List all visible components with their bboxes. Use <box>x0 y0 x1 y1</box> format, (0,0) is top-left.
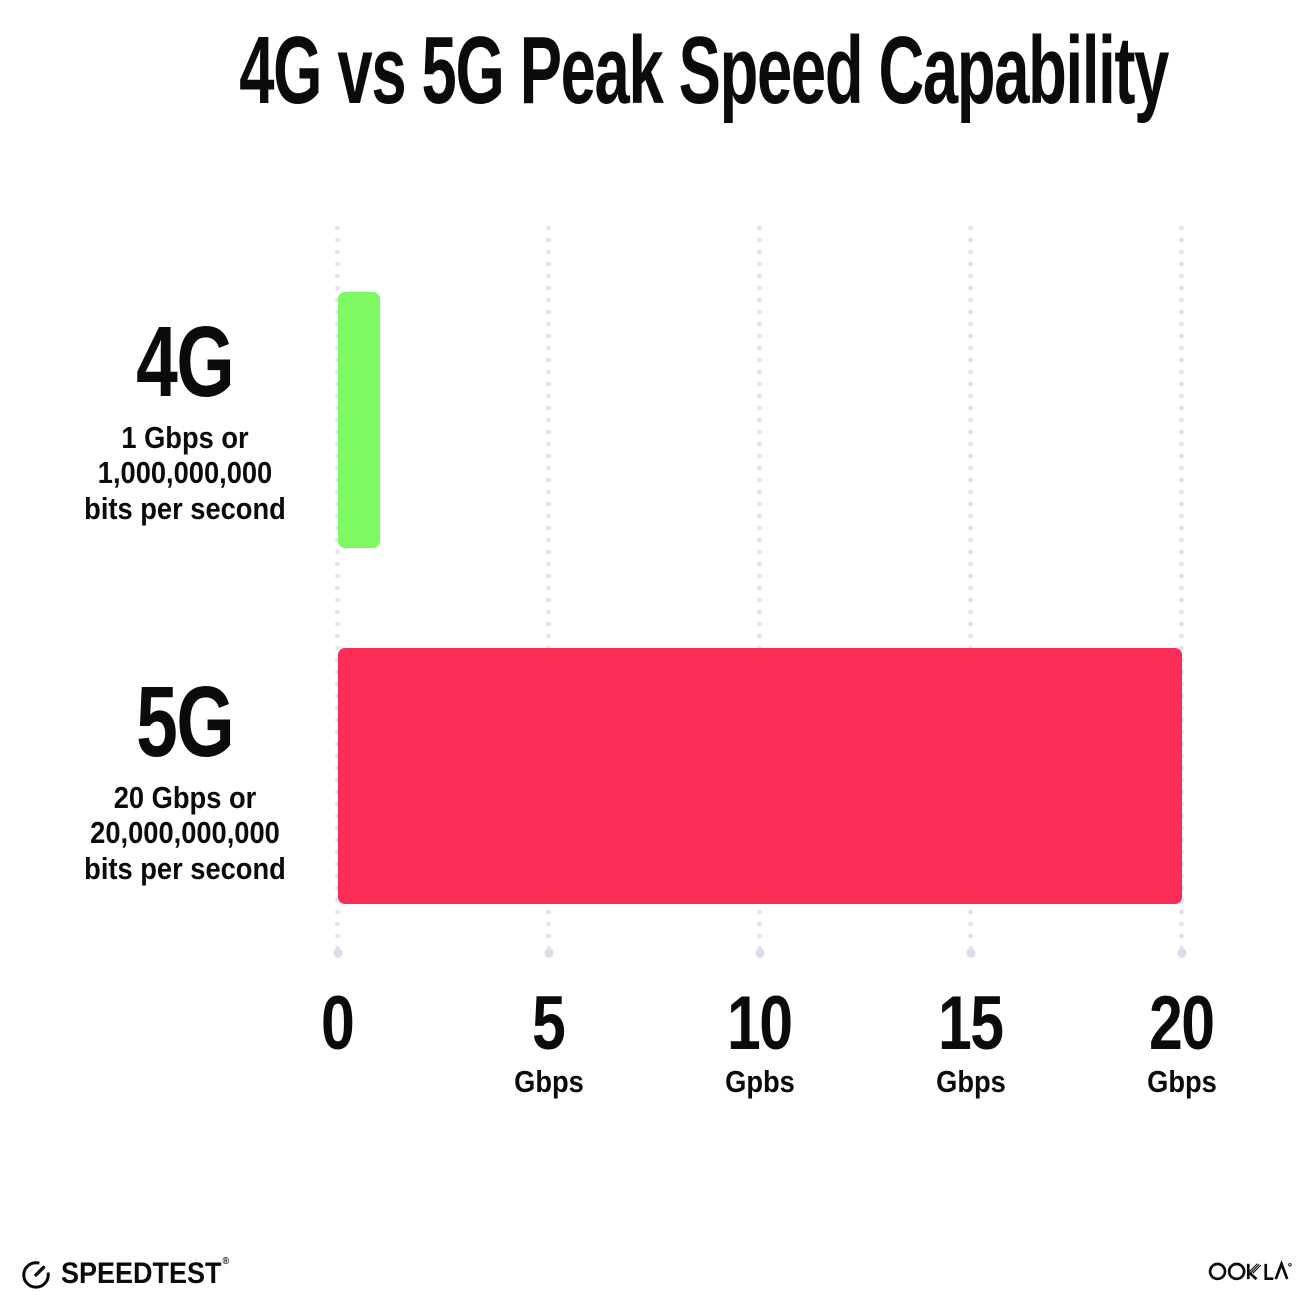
x-tick-5: 5 Gbps <box>449 986 649 1100</box>
description-line: 1 Gbps or <box>121 420 249 455</box>
x-tick-20-number: 20 <box>1149 981 1215 1066</box>
ookla-letter-a <box>1274 1260 1289 1280</box>
ookla-logo <box>1208 1256 1292 1290</box>
description-line: 1,000,000,000 <box>97 455 273 491</box>
row-label-5g-title: 5G <box>40 672 330 772</box>
gridline-5-gbps <box>546 222 551 948</box>
speedtest-wordmark-text: SPEEDTEST <box>61 1257 222 1290</box>
row-label-5g-title-text: 5G <box>136 666 235 778</box>
speedometer-gauge-icon <box>22 1261 50 1289</box>
ookla-letter-l <box>1264 1263 1274 1281</box>
x-tick-20-value: 20 <box>1082 986 1282 1062</box>
x-tick-10: 10 Gpbs <box>660 986 860 1100</box>
x-tick-10-value: 10 <box>660 986 860 1062</box>
row-label-4g-title: 4G <box>40 312 330 412</box>
x-tick-15-unit: Gbps <box>935 1064 1006 1099</box>
registered-trademark-icon <box>1288 1263 1292 1267</box>
x-tick-20-unit: Gbps <box>1146 1064 1217 1099</box>
x-tick-15: 15 Gbps <box>871 986 1071 1100</box>
x-tick-15-number: 15 <box>938 981 1004 1066</box>
gauge-ring <box>22 1261 50 1289</box>
row-label-4g-description: 1 Gbps or 1,000,000,000 bits per second <box>57 420 312 526</box>
x-tick-0-number: 0 <box>321 981 355 1066</box>
gauge-needle <box>34 1265 46 1277</box>
bar-4g <box>337 292 380 548</box>
ookla-wordmark-icon <box>1208 1260 1292 1281</box>
description-line: bits per second <box>84 850 286 886</box>
x-tick-15-value: 15 <box>871 986 1071 1062</box>
row-label-5g: 5G 20 Gbps or 20,000,000,000 bits per se… <box>40 672 330 886</box>
speedtest-logo: SPEEDTEST® <box>20 1256 247 1290</box>
row-label-5g-description: 20 Gbps or 20,000,000,000 bits per secon… <box>57 780 312 886</box>
gridline-10-gbps <box>757 222 762 948</box>
ookla-letter-o <box>1227 1262 1246 1281</box>
x-tick-5-value: 5 <box>449 986 649 1062</box>
row-label-4g: 4G 1 Gbps or 1,000,000,000 bits per seco… <box>40 312 330 526</box>
x-tick-5-unit: Gbps <box>513 1064 584 1099</box>
gridline-0-gbps <box>335 222 340 948</box>
speedtest-wordmark: SPEEDTEST® <box>61 1256 230 1290</box>
x-tick-0: 0 <box>238 986 438 1064</box>
registered-trademark-icon: ® <box>222 1256 230 1267</box>
x-tick-20: 20 Gbps <box>1082 986 1282 1100</box>
ookla-letter-o <box>1208 1262 1227 1281</box>
chart-title-text: 4G vs 5G Peak Speed Capability <box>239 17 1169 124</box>
description-line: bits per second <box>84 490 286 526</box>
x-tick-10-number: 10 <box>727 981 793 1066</box>
x-tick-0-value: 0 <box>238 986 438 1062</box>
x-tick-5-number: 5 <box>532 981 566 1066</box>
gridline-20-gbps <box>1179 222 1184 948</box>
description-line: 20,000,000,000 <box>90 815 280 851</box>
description-line: 20 Gbps or <box>113 780 257 815</box>
bar-5g <box>337 648 1182 904</box>
row-label-4g-title-text: 4G <box>136 306 235 418</box>
chart-title: 4G vs 5G Peak Speed Capability <box>0 16 1308 126</box>
gridline-15-gbps <box>968 222 973 948</box>
ookla-letter-k-hatched <box>1246 1263 1262 1281</box>
x-tick-10-unit: Gpbs <box>724 1064 795 1099</box>
